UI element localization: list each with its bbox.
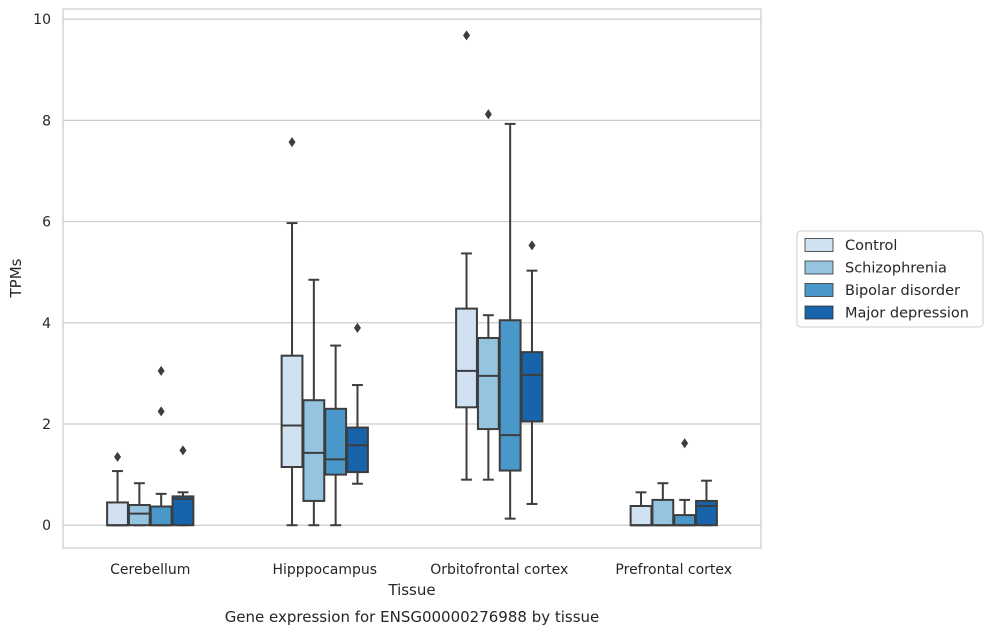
- box-iqr: [498, 319, 522, 472]
- box-3-3: [695, 479, 718, 527]
- legend-swatch: [804, 260, 834, 275]
- box-1-1: [302, 278, 326, 527]
- box-iqr: [455, 307, 478, 409]
- box-1-0: [280, 137, 304, 527]
- box-iqr: [695, 499, 718, 527]
- x-tick-label: Cerebellum: [110, 562, 190, 578]
- x-tick-labels: Cerebellum Hipppocampus Orbitofrontal cort…: [110, 562, 732, 578]
- y-tick-label: 0: [42, 518, 51, 534]
- y-tick-labels: 0 2 4 6 8 10: [33, 12, 51, 534]
- legend-label: Major depression: [845, 306, 969, 322]
- box-iqr: [673, 514, 697, 527]
- box-layer: [106, 30, 718, 527]
- x-tick-label: Orbitofrontal cortex: [430, 562, 568, 578]
- y-tick-label: 2: [42, 417, 51, 433]
- legend-label: Control: [845, 238, 897, 254]
- legend-swatch: [804, 238, 834, 252]
- outlier-point: [463, 30, 471, 41]
- plot-area-background: [63, 9, 761, 548]
- legend: Control Schizophrenia Bipolar disorder Majo…: [796, 230, 984, 328]
- box-iqr: [476, 336, 500, 431]
- outlier-point: [157, 365, 165, 376]
- box-iqr: [324, 407, 348, 476]
- outlier-point: [528, 240, 536, 251]
- box-1-2: [324, 344, 348, 527]
- x-axis-label: Tissue: [387, 581, 435, 599]
- outlier-point: [157, 406, 165, 417]
- outlier-point: [681, 438, 689, 449]
- legend-label: Bipolar disorder: [845, 283, 960, 299]
- y-tick-label: 4: [42, 316, 51, 332]
- outlier-point: [353, 322, 361, 333]
- legend-swatch: [804, 305, 834, 320]
- x-tick-label: Hipppocampus: [272, 562, 377, 578]
- y-axis-label: TPMs: [7, 258, 25, 298]
- outlier-point: [484, 109, 492, 120]
- box-iqr: [280, 354, 304, 469]
- box-2-2: [498, 122, 522, 520]
- chart-caption: Gene expression for ENSG00000276988 by t…: [225, 608, 600, 626]
- y-tick-label: 6: [42, 215, 51, 231]
- box-iqr: [629, 504, 653, 527]
- box-2-3: [520, 240, 544, 505]
- box-iqr: [651, 498, 675, 527]
- box-iqr: [171, 495, 195, 527]
- box-iqr: [149, 505, 173, 527]
- box-1-3: [346, 322, 369, 485]
- box-iqr: [302, 399, 326, 502]
- box-0-3: [171, 445, 195, 527]
- box-iqr: [346, 426, 369, 474]
- y-tick-label: 10: [33, 12, 51, 28]
- legend-frame: [796, 230, 984, 328]
- box-0-1: [127, 482, 151, 527]
- box-3-1: [651, 482, 675, 527]
- box-iqr: [520, 351, 544, 423]
- x-tick-label: Prefrontal cortex: [615, 562, 732, 578]
- outlier-point: [114, 451, 122, 462]
- outlier-point: [288, 137, 296, 148]
- plot-frame: [62, 8, 762, 549]
- legend-label: Schizophrenia: [845, 261, 947, 277]
- outlier-point: [179, 445, 187, 456]
- y-tick-label: 8: [42, 113, 51, 129]
- box-iqr: [127, 503, 151, 527]
- box-2-1: [476, 109, 500, 481]
- legend-swatch: [804, 283, 834, 297]
- box-iqr: [106, 501, 129, 527]
